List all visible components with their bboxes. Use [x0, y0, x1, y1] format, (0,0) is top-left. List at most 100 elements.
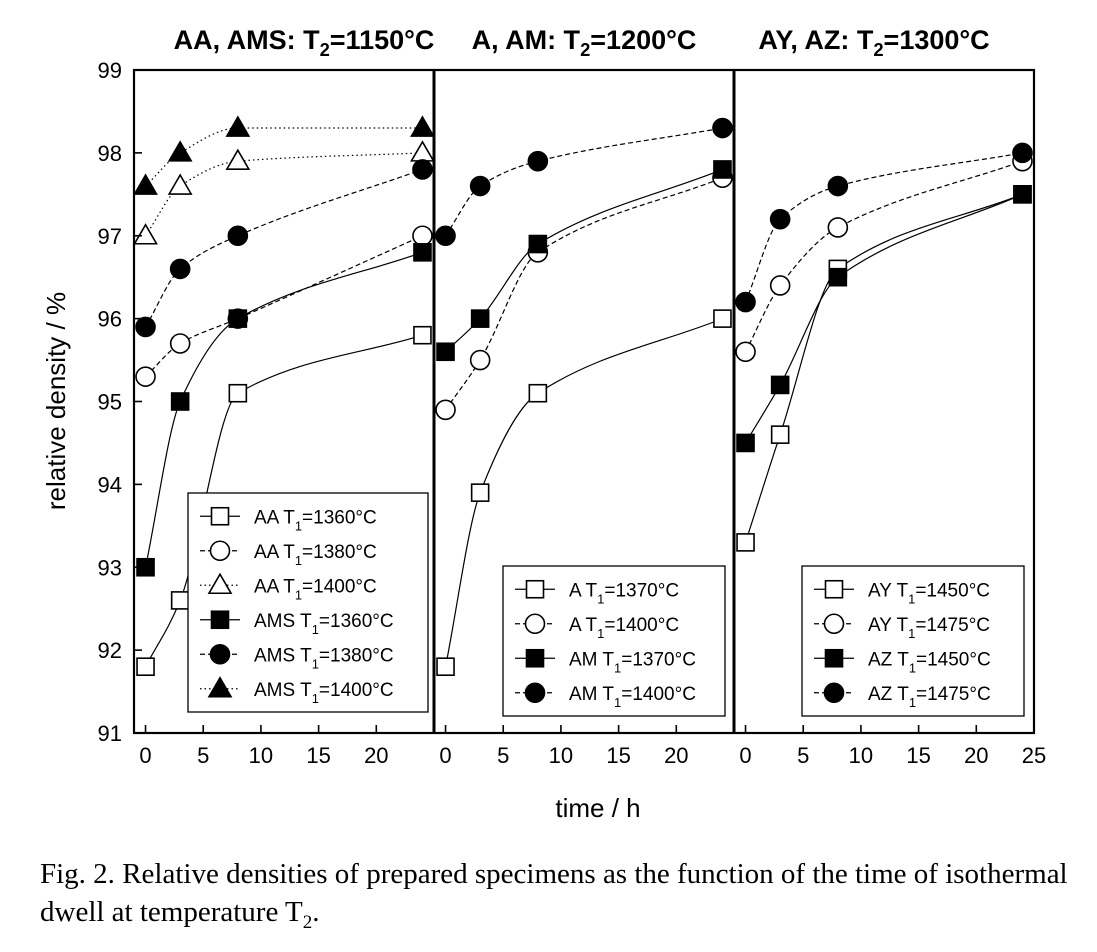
data-point	[735, 291, 756, 313]
x-tick-label: 20	[364, 743, 388, 768]
legend-label: AZ T1=1450°C	[868, 649, 991, 675]
data-point	[413, 325, 432, 345]
data-point	[713, 160, 732, 179]
y-tick-label: 96	[98, 307, 122, 332]
series-line	[145, 168, 423, 328]
y-tick-label: 99	[98, 58, 122, 83]
legend-label: AZ T1=1475°C	[868, 684, 991, 710]
caption-label: Fig. 2.	[40, 858, 115, 890]
legend-marker	[524, 613, 546, 635]
data-point	[827, 217, 849, 238]
chart-panel-2: 0 5 10 15 20A, AM: T2=1200°CA T1=1370°CA T1=…	[435, 25, 733, 768]
x-tick-label: 20	[664, 743, 688, 768]
x-tick-label: 20	[964, 743, 988, 768]
data-point	[770, 425, 790, 444]
data-point	[133, 173, 158, 195]
data-point	[469, 175, 491, 197]
legend-marker	[525, 579, 545, 599]
data-point	[135, 366, 156, 387]
y-tick-label: 94	[98, 472, 122, 497]
legend-label: AM T1=1370°C	[569, 649, 696, 675]
y-tick-label: 92	[98, 638, 122, 663]
legend-marker	[207, 676, 233, 698]
data-point	[712, 117, 733, 139]
series-line	[444, 318, 723, 667]
data-point	[169, 258, 191, 280]
legend-box	[187, 492, 429, 713]
x-tick-label: 5	[797, 743, 809, 768]
series-line	[145, 334, 423, 667]
data-point	[828, 267, 848, 287]
data-point	[770, 375, 790, 395]
data-point	[435, 399, 456, 421]
data-point	[528, 383, 548, 403]
series-line	[145, 235, 423, 378]
figure-caption: Fig. 2. Relative densities of prepared s…	[40, 855, 1070, 942]
series-line	[445, 177, 723, 411]
legend-label: AMS T1=1360°C	[254, 611, 394, 637]
data-point	[225, 115, 251, 137]
x-tick-label: 5	[197, 743, 209, 768]
series-line	[744, 193, 1023, 543]
legend-marker	[209, 540, 231, 562]
panel-title: A, AM: T2=1200°C	[472, 25, 697, 60]
data-point	[1013, 185, 1032, 204]
data-point	[1012, 142, 1033, 164]
legend-label: AA T1=1380°C	[254, 542, 377, 568]
data-point	[412, 225, 433, 247]
plot-frame	[132, 68, 1036, 735]
panel-title: AA, AMS: T2=1150°C	[174, 25, 435, 60]
legend-marker	[209, 643, 231, 665]
data-point	[412, 159, 433, 180]
data-point	[167, 173, 193, 195]
legend-label: A T1=1370°C	[569, 580, 679, 606]
x-tick-label: 15	[306, 743, 330, 768]
data-point	[436, 342, 455, 362]
legend-marker	[824, 579, 844, 599]
data-point	[410, 115, 435, 137]
data-point	[225, 148, 251, 170]
series-line	[744, 152, 1023, 303]
caption-text: Relative densities of prepared specimens…	[40, 858, 1068, 928]
legend-label: AA T1=1400°C	[254, 576, 377, 602]
data-point	[170, 591, 190, 610]
x-tick-label: 0	[439, 743, 451, 768]
legend-label: AMS T1=1400°C	[254, 680, 394, 706]
data-point	[528, 234, 548, 254]
caption-end: .	[312, 896, 320, 928]
data-point	[769, 208, 791, 230]
data-point	[827, 175, 849, 197]
x-axis-label: time / h	[555, 793, 640, 823]
legend-marker	[210, 610, 230, 630]
legend-label: AM T1=1400°C	[569, 684, 696, 710]
legend-label: AMS T1=1380°C	[254, 645, 394, 671]
y-tick-label: 95	[98, 390, 122, 415]
legend-marker	[525, 648, 545, 668]
y-tick-label: 97	[98, 224, 122, 249]
data-point	[736, 533, 755, 552]
y-axis: 91 92 93 94 95 96 97 98 99	[98, 58, 142, 746]
data-point	[169, 333, 191, 354]
x-tick-label: 0	[739, 743, 751, 768]
y-tick-label: 91	[98, 721, 122, 746]
data-point	[470, 483, 490, 502]
x-tick-label: 0	[139, 743, 151, 768]
data-point	[469, 349, 491, 371]
data-point	[170, 392, 190, 411]
x-tick-label: 15	[906, 743, 930, 768]
data-point	[167, 140, 193, 162]
data-point	[133, 223, 158, 245]
caption-subscript: 2	[302, 911, 313, 933]
series-line	[745, 193, 1023, 444]
x-tick-label: 10	[849, 743, 873, 768]
legend: A T1=1370°C A T1=1400°C AM T1=1370°C AM T1=…	[502, 565, 726, 717]
legend: AA T1=1360°C AA T1=1380°C AA T1=1400°C AMS …	[187, 492, 429, 713]
data-point	[135, 316, 156, 338]
data-point	[435, 225, 456, 247]
data-point	[136, 657, 155, 677]
legend-label: AA T1=1360°C	[254, 507, 377, 533]
x-tick-label: 25	[1022, 743, 1046, 768]
